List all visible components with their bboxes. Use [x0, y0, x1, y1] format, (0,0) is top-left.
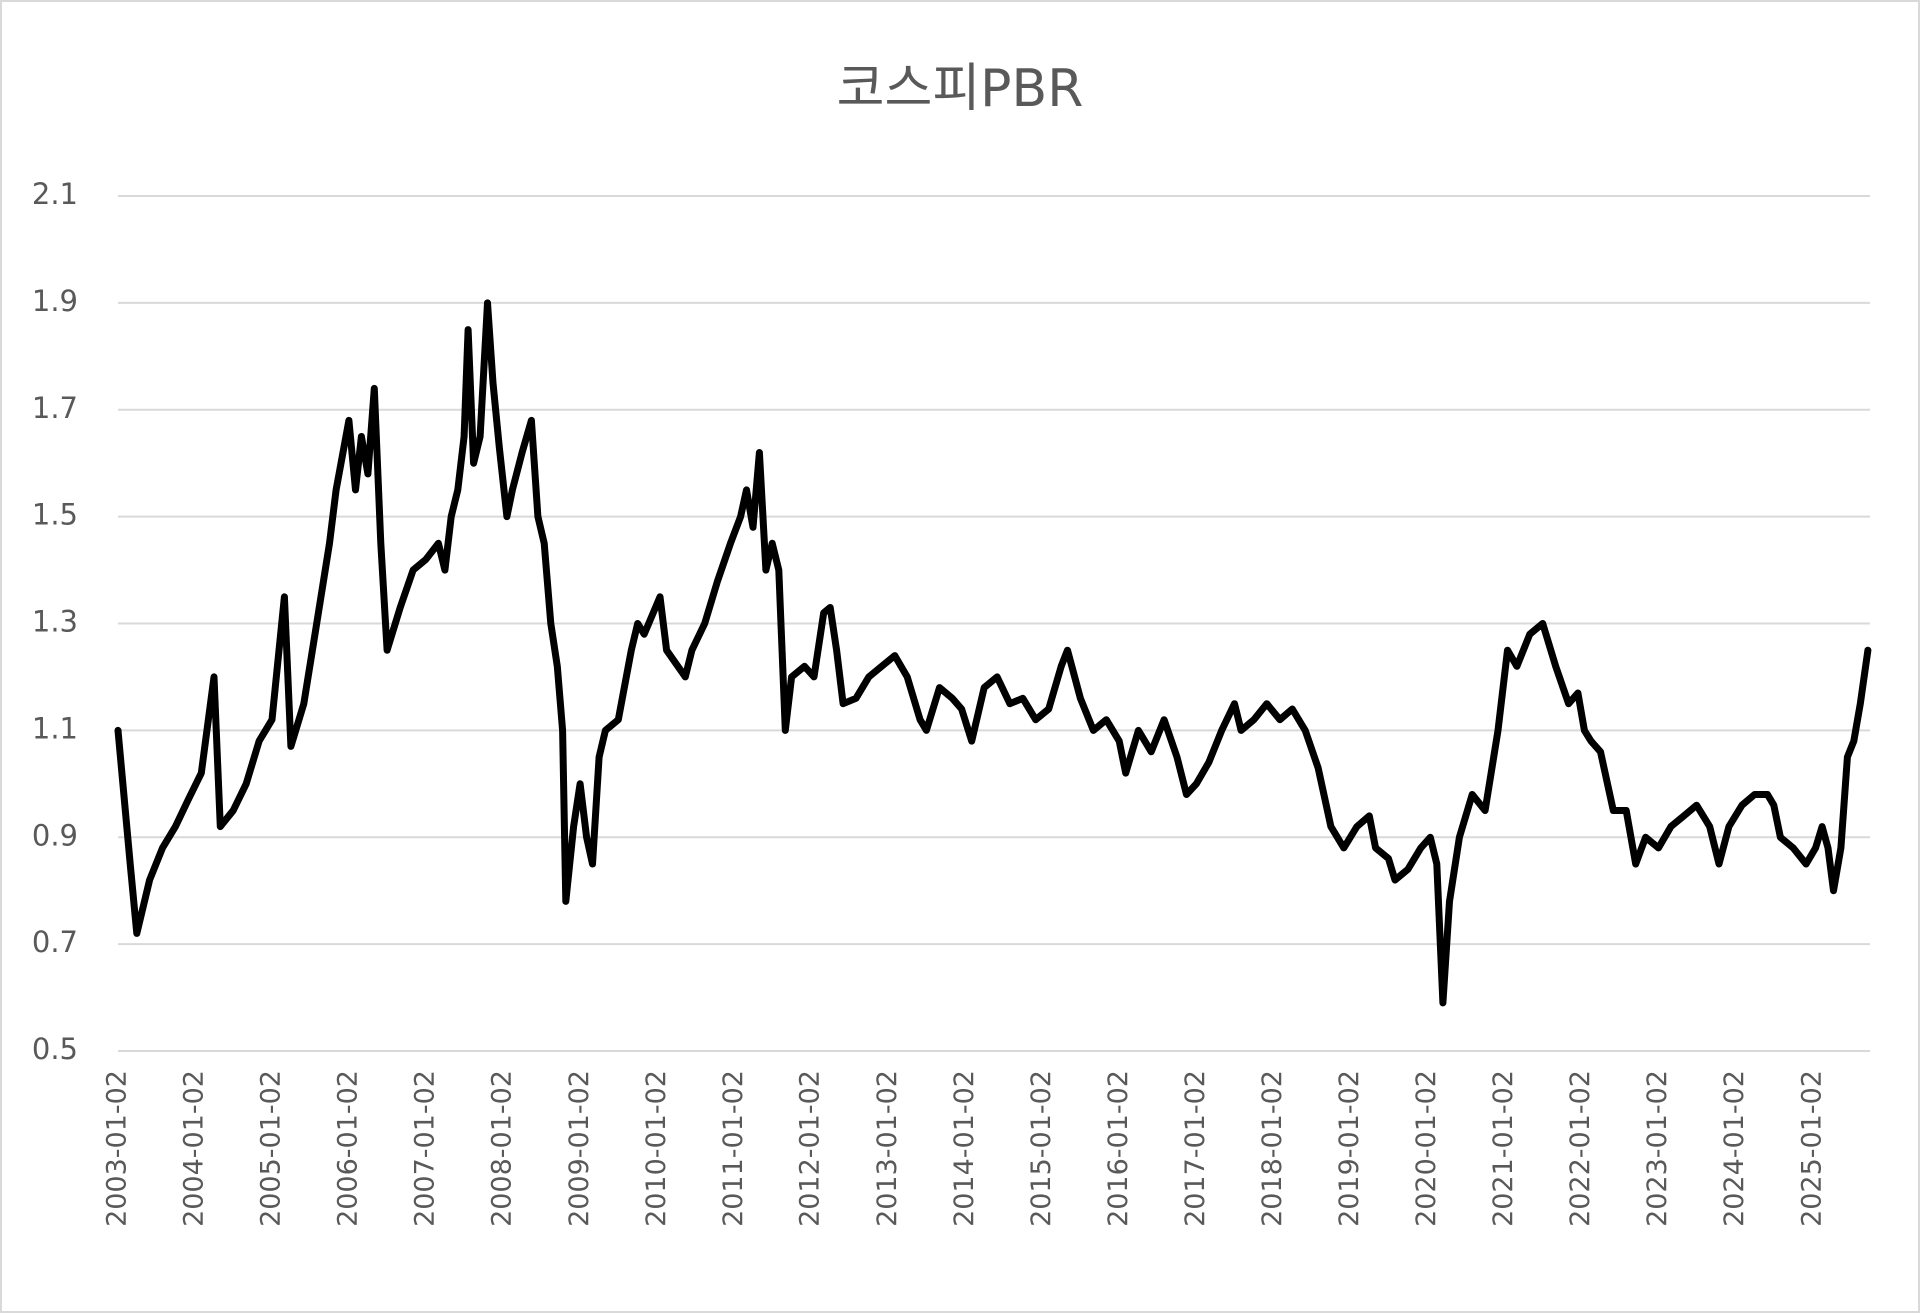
x-tick-label: 2014-01-02 [949, 1070, 980, 1227]
x-tick-label: 2005-01-02 [256, 1070, 287, 1227]
y-tick-label: 1.1 [32, 711, 78, 745]
x-tick-label: 2013-01-02 [872, 1070, 903, 1227]
x-tick-label: 2019-01-02 [1334, 1070, 1365, 1227]
y-tick-label: 2.1 [32, 177, 78, 211]
x-tick-label: 2015-01-02 [1026, 1070, 1057, 1227]
x-tick-label: 2011-01-02 [718, 1070, 749, 1227]
x-tick-label: 2021-01-02 [1488, 1070, 1519, 1227]
x-tick-label: 2016-01-02 [1103, 1070, 1134, 1227]
x-tick-label: 2020-01-02 [1411, 1070, 1442, 1227]
x-tick-label: 2012-01-02 [795, 1070, 826, 1227]
x-tick-label: 2003-01-02 [102, 1070, 133, 1227]
x-tick-label: 2024-01-02 [1719, 1070, 1750, 1227]
y-tick-label: 0.9 [32, 818, 78, 852]
x-tick-label: 2023-01-02 [1642, 1070, 1673, 1227]
y-tick-label: 0.5 [32, 1032, 78, 1066]
x-tick-label: 2007-01-02 [410, 1070, 441, 1227]
chart-title: 코스피PBR [837, 59, 1084, 119]
x-tick-label: 2025-01-02 [1796, 1070, 1827, 1227]
x-tick-label: 2010-01-02 [641, 1070, 672, 1227]
x-tick-label: 2004-01-02 [178, 1070, 209, 1227]
y-tick-label: 0.7 [32, 925, 78, 959]
y-tick-label: 1.5 [32, 498, 78, 532]
y-tick-label: 1.7 [32, 391, 78, 425]
x-tick-label: 2009-01-02 [564, 1070, 595, 1227]
y-tick-label: 1.9 [32, 284, 78, 318]
series-line [114, 299, 1872, 1007]
y-tick-label: 1.3 [32, 605, 78, 639]
x-tick-label: 2008-01-02 [487, 1070, 518, 1227]
x-tick-label: 2022-01-02 [1565, 1070, 1596, 1227]
x-tick-label: 2017-01-02 [1180, 1070, 1211, 1227]
x-tick-label: 2018-01-02 [1257, 1070, 1288, 1227]
x-tick-label: 2006-01-02 [333, 1070, 364, 1227]
